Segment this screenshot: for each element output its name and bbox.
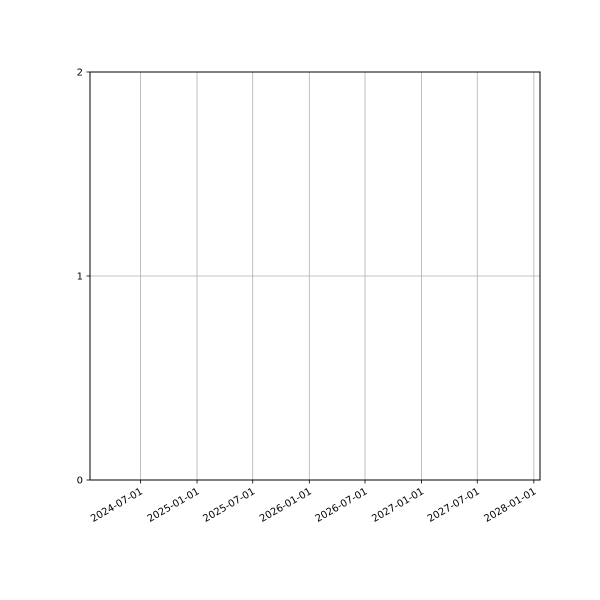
x-tick-label: 2027-01-01 [370,486,426,525]
x-tick-label: 2024-07-01 [89,486,145,525]
x-tick-label: 2027-07-01 [426,486,482,525]
y-tick-label: 1 [77,272,83,283]
x-tick-label: 2026-07-01 [314,486,370,525]
y-tick-label: 0 [77,476,83,487]
y-axis: 0 1 2 [77,68,90,487]
y-tick-label: 2 [77,68,83,79]
x-tick-label: 2025-07-01 [201,486,257,525]
grid-lines [90,71,540,481]
x-tick-label: 2026-01-01 [258,486,314,525]
plot-area-frame [89,71,541,481]
x-tick-label: 2028-01-01 [483,486,539,525]
x-tick-label: 2025-01-01 [146,486,202,525]
x-axis: 2024-07-01 2025-01-01 2025-07-01 2026-01-01… [89,480,538,525]
